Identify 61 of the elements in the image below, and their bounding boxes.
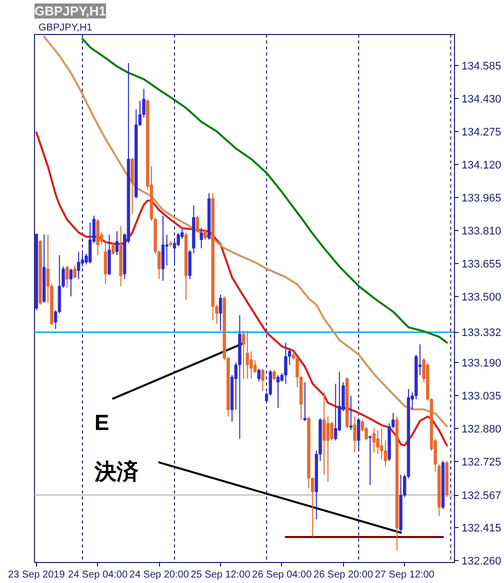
candlestick: [368, 435, 372, 486]
candlestick: [357, 418, 360, 452]
candlestick: [376, 430, 380, 455]
candlestick: [112, 242, 115, 256]
candlestick: [261, 368, 264, 392]
y-tick-label: 133.190: [462, 357, 502, 370]
x-tick-label: 26 Sep 04:00: [252, 570, 312, 580]
x-tick-label: 23 Sep 2019: [8, 570, 66, 580]
x-tick-label: 24 Sep 20:00: [129, 570, 190, 580]
y-tick-label: 132.725: [462, 456, 502, 468]
y-tick-label: 133.810: [462, 225, 502, 238]
candlestick: [73, 265, 76, 279]
candlestick: [330, 421, 334, 441]
y-tick-label: 134.430: [462, 93, 502, 106]
y-tick-label: 132.415: [462, 522, 502, 534]
ref-line-label: 133.332: [462, 327, 502, 340]
candlestick: [276, 374, 280, 408]
candlestick: [77, 251, 80, 280]
candlestick: [196, 214, 200, 233]
candlestick: [257, 368, 260, 382]
candlestick: [165, 234, 168, 266]
candlestick: [384, 440, 388, 467]
candlestick: [200, 227, 203, 249]
candlestick: [115, 230, 119, 256]
y-tick-label: 133.965: [462, 192, 502, 204]
candlestick: [372, 428, 376, 453]
y-tick-label: 133.035: [462, 390, 502, 402]
candlestick: [242, 330, 246, 380]
annotation: 決済: [94, 459, 140, 484]
y-tick-label: 134.585: [462, 60, 502, 72]
candlestick: [80, 251, 84, 268]
y-tick-label: 133.500: [462, 291, 502, 304]
candlestick: [218, 294, 222, 332]
x-tick-label: 24 Sep 04:00: [68, 570, 128, 580]
chart-title: GBPJPY,H1: [34, 4, 106, 18]
annotation: E: [94, 410, 110, 435]
candlestick: [69, 268, 73, 297]
candlestick: [172, 238, 176, 266]
x-tick-label: 26 Sep 20:00: [314, 570, 374, 580]
y-tick-label: 132.880: [462, 423, 502, 436]
y-tick-label: 133.655: [462, 258, 502, 270]
candlestick: [253, 360, 257, 374]
candlestick: [204, 228, 207, 240]
chart-subtitle: GBPJPY,H1: [38, 22, 93, 34]
line-series: [35, 131, 448, 446]
candlestick: [66, 265, 69, 288]
candlestick: [303, 382, 307, 422]
y-tick-label: 132.260: [462, 555, 502, 568]
candlestick: [326, 416, 330, 482]
line-series: [81, 38, 448, 344]
candlestick: [284, 342, 288, 384]
candlestick: [353, 416, 356, 453]
y-tick-label: 134.120: [462, 159, 502, 172]
candlestick: [272, 370, 276, 381]
ref-line-label: 132.567: [462, 490, 502, 502]
candlestick: [349, 395, 353, 431]
x-tick-label: 27 Sep 12:00: [374, 570, 435, 580]
x-tick-label: 25 Sep 12:00: [190, 570, 251, 580]
candlestick: [246, 330, 249, 380]
y-tick-label: 134.275: [462, 126, 502, 138]
candlestick: [104, 240, 108, 285]
